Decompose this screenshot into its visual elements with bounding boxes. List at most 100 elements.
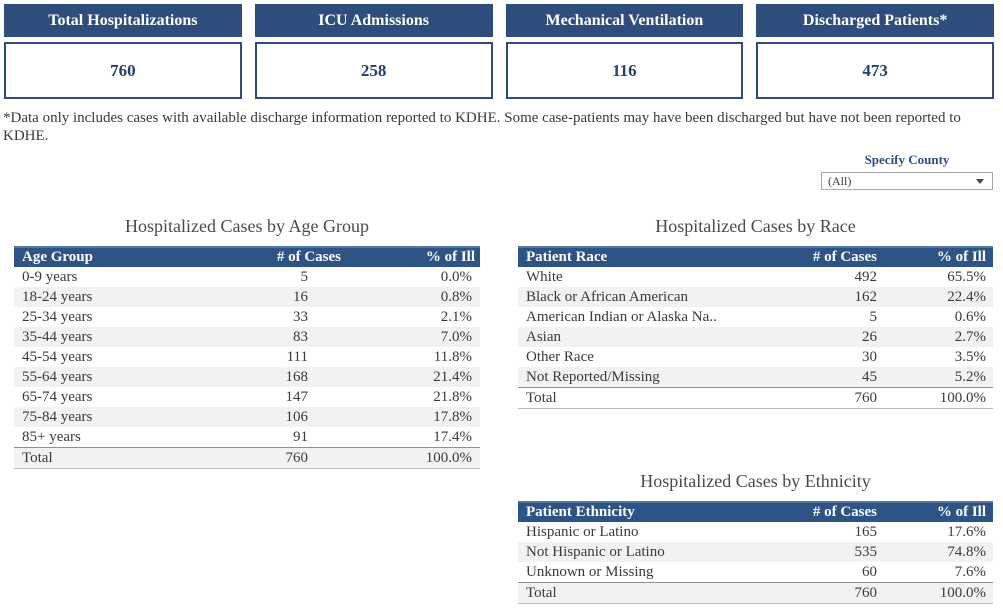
cell-value: 100.0% [939,585,986,601]
card-icu-admissions: ICU Admissions 258 [254,4,493,99]
county-filter-label: Specify County [864,152,950,167]
table-row[interactable]: Not Hispanic or Latino 535 74.8% [518,542,993,562]
cell-value: 7.0% [440,329,472,345]
table-row[interactable]: American Indian or Alaska Na.. 5 0.6% [518,307,993,327]
cell-label: Not Reported/Missing [526,369,660,385]
cell-value: 168 [285,369,309,385]
discharge-footnote: *Data only includes cases with available… [3,110,961,144]
table-body: White 492 65.5% Black or African American 16… [518,267,993,409]
cell-label: Black or African American [526,289,689,305]
table-body: Hispanic or Latino 165 17.6% Not Hispanic o… [518,522,993,604]
cell-label: White [526,269,563,285]
card-title: Mechanical Ventilation [505,4,744,37]
table-row[interactable]: Unknown or Missing 60 7.6% [518,562,993,582]
cell-label: 85+ years [22,429,81,445]
card-discharged-patients: Discharged Patients* 473 [756,4,994,99]
card-value: 473 [756,42,994,99]
column-header[interactable]: # of Cases [812,504,877,520]
cell-label: 35-44 years [22,329,93,345]
card-value: 258 [254,42,493,99]
cell-value: 17.4% [433,429,472,445]
cell-label: 45-54 years [22,349,93,365]
table-row[interactable]: 18-24 years 16 0.8% [14,287,480,307]
column-header[interactable]: Patient Ethnicity [526,504,635,520]
column-header[interactable]: Age Group [22,249,93,265]
card-total-hospitalizations: Total Hospitalizations 760 [4,4,242,99]
cell-value: 74.8% [947,544,986,560]
cell-value: 760 [854,390,878,406]
cell-value: 11.8% [433,349,472,365]
cell-value: 5 [300,269,309,285]
cell-value: 492 [854,269,878,285]
table-title: Hospitalized Cases by Age Group [125,216,369,236]
cell-value: 5.2% [954,369,986,385]
cell-label: Total [22,450,53,466]
cell-label: 75-84 years [22,409,93,425]
cell-value: 162 [854,289,878,305]
column-header[interactable]: # of Cases [276,249,341,265]
table-header-row: Patient Race # of Cases % of Ill [518,246,993,267]
cell-value: 760 [854,585,878,601]
table-title: Hospitalized Cases by Race [655,216,856,236]
cell-label: 18-24 years [22,289,93,305]
cell-label: Other Race [526,349,594,365]
table-row[interactable]: Not Reported/Missing 45 5.2% [518,367,993,387]
cell-value: 22.4% [947,289,986,305]
table-row[interactable]: Other Race 30 3.5% [518,347,993,367]
cell-value: 45 [862,369,877,385]
table-title: Hospitalized Cases by Ethnicity [640,471,871,491]
cell-value: 0.0% [440,269,472,285]
table-row[interactable]: Hispanic or Latino 165 17.6% [518,522,993,542]
card-title: Discharged Patients* [756,4,994,37]
cell-label: 0-9 years [22,269,78,285]
kpi-cards-row: Total Hospitalizations 760 ICU Admission… [0,0,1003,99]
cell-value: 83 [293,329,308,345]
card-mechanical-ventilation: Mechanical Ventilation 116 [505,4,744,99]
cell-value: 60 [862,564,877,580]
column-header[interactable]: % of Ill [936,249,986,265]
table-row[interactable]: 55-64 years 168 21.4% [14,367,480,387]
county-select[interactable]: (All) [821,172,993,190]
cell-value: 17.8% [433,409,472,425]
table-body: 0-9 years 5 0.0% 18-24 years 16 0.8% 25-34 yea… [14,267,480,469]
cell-label: 25-34 years [22,309,93,325]
total-row[interactable]: Total 760 100.0% [518,387,993,408]
cell-value: 147 [285,389,309,405]
table-header-row: Age Group # of Cases % of Ill [14,246,480,267]
table-row[interactable]: 35-44 years 83 7.0% [14,327,480,347]
table-row[interactable]: White 492 65.5% [518,267,993,287]
county-select-value: (All) [828,173,852,188]
column-header[interactable]: % of Ill [936,504,986,520]
card-value: 760 [4,42,242,99]
table-row[interactable]: 75-84 years 106 17.8% [14,407,480,427]
table-row[interactable]: 65-74 years 147 21.8% [14,387,480,407]
column-header[interactable]: # of Cases [812,249,877,265]
cell-value: 30 [862,349,877,365]
cell-label: Hispanic or Latino [526,524,639,540]
caret-down-icon [976,179,984,184]
cell-label: American Indian or Alaska Na.. [526,309,717,325]
column-header[interactable]: Patient Race [526,249,608,265]
table-row[interactable]: 0-9 years 5 0.0% [14,267,480,287]
column-header[interactable]: % of Ill [425,249,475,265]
cell-value: 2.7% [954,329,986,345]
table-row[interactable]: Black or African American 162 22.4% [518,287,993,307]
cell-value: 760 [285,450,309,466]
table-row[interactable]: 25-34 years 33 2.1% [14,307,480,327]
cell-label: Asian [526,329,561,345]
cell-value: 21.4% [433,369,472,385]
table-row[interactable]: 85+ years 91 17.4% [14,427,480,447]
cell-label: Total [526,390,557,406]
cell-value: 106 [285,409,309,425]
cell-value: 0.8% [440,289,472,305]
table-header-row: Patient Ethnicity # of Cases % of Ill [518,501,993,522]
table-row[interactable]: Asian 26 2.7% [518,327,993,347]
total-row[interactable]: Total 760 100.0% [14,447,480,468]
total-row[interactable]: Total 760 100.0% [518,582,993,603]
cell-label: Total [526,585,557,601]
cell-value: 111 [286,349,308,365]
cell-label: Unknown or Missing [526,564,654,580]
table-row[interactable]: 45-54 years 111 11.8% [14,347,480,367]
cell-value: 100.0% [939,390,986,406]
cell-value: 5 [869,309,878,325]
